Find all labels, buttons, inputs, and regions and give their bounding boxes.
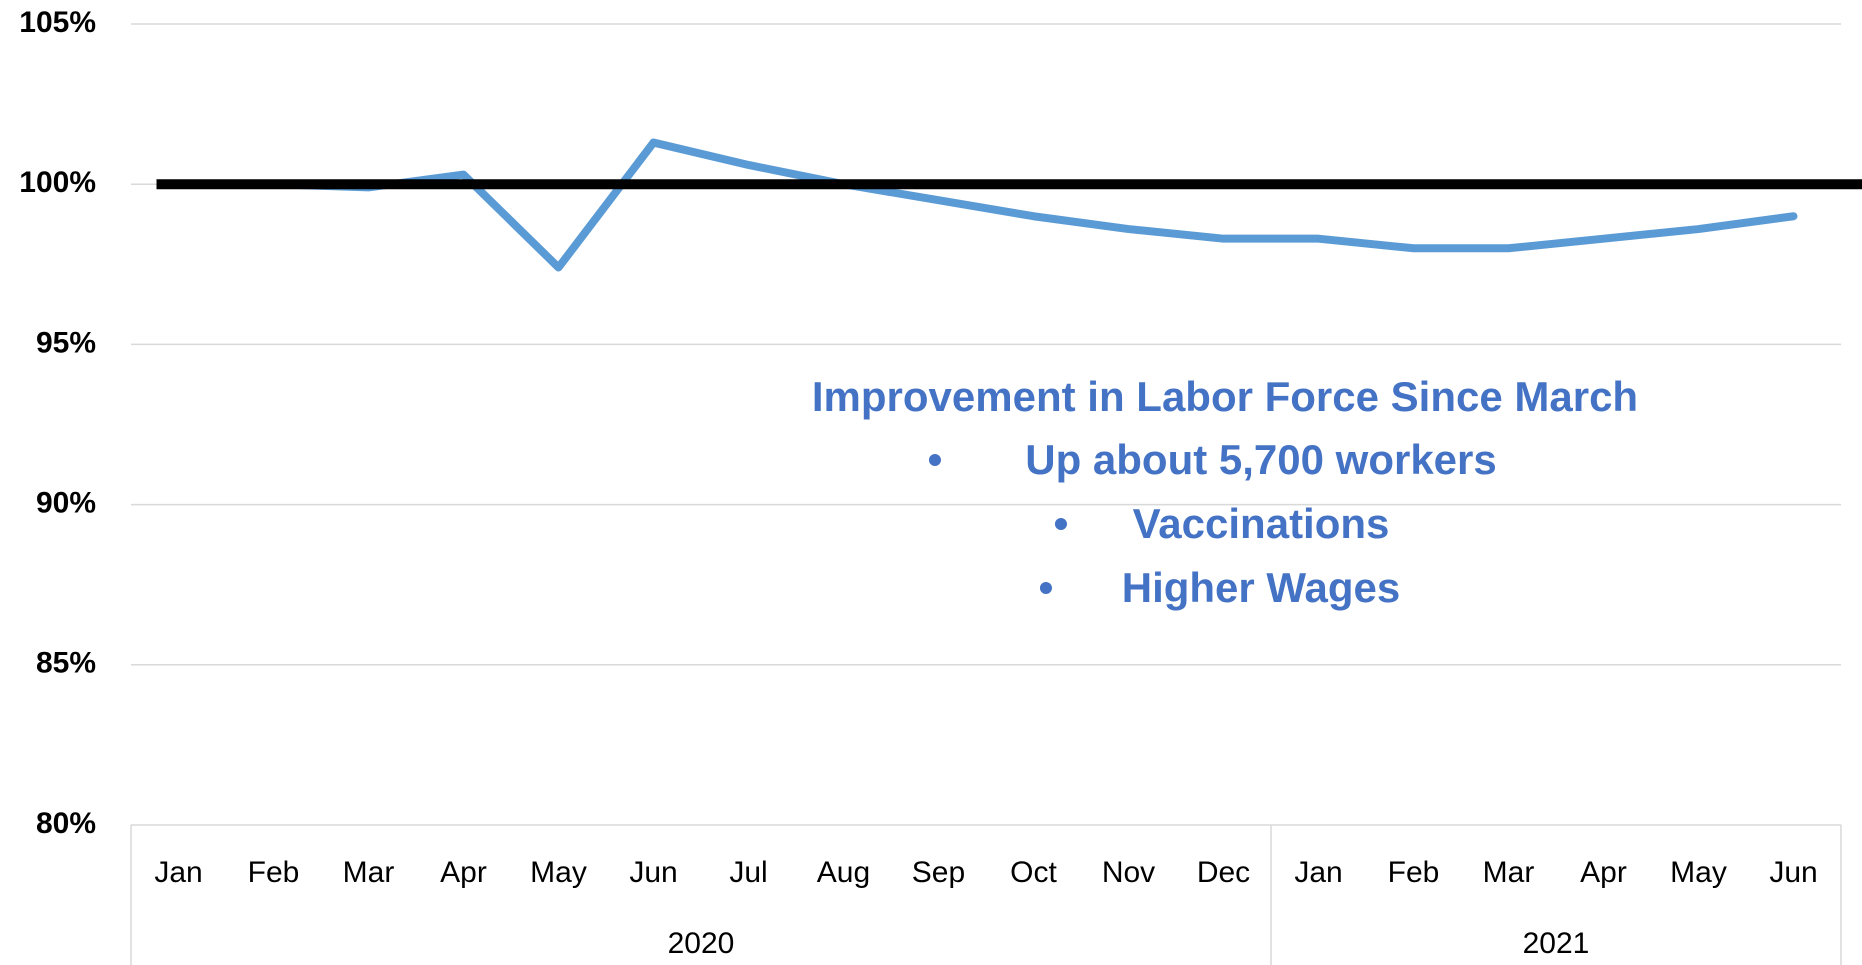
- x-tick-label: Feb: [248, 856, 300, 889]
- annotation-bullet: Up about 5,700 workers: [1025, 436, 1497, 483]
- x-tick-label: May: [530, 856, 587, 889]
- bullet-dot: •: [1039, 564, 1054, 611]
- bullet-dot: •: [928, 436, 943, 483]
- bullet-dot: •: [1054, 500, 1069, 547]
- annotation-bullet: Vaccinations: [1133, 500, 1390, 547]
- x-tick-label: Sep: [912, 856, 965, 889]
- x-tick-label: Jun: [629, 856, 677, 889]
- y-tick-label: 100%: [19, 166, 96, 199]
- x-tick-label: May: [1670, 856, 1727, 889]
- x-tick-label: Nov: [1102, 856, 1155, 889]
- x-tick-label: Jan: [1294, 856, 1342, 889]
- x-tick-label: Jul: [729, 856, 767, 889]
- y-tick-label: 105%: [19, 6, 96, 39]
- x-tick-label: Jan: [154, 856, 202, 889]
- data-line: [174, 138, 1798, 272]
- y-tick-label: 85%: [36, 647, 96, 680]
- x-tick-label: Aug: [817, 856, 870, 889]
- x-tick-label: Apr: [1580, 856, 1627, 889]
- x-tick-label: Mar: [343, 856, 395, 889]
- x-tick-label: Oct: [1010, 856, 1057, 889]
- x-tick-label: Jun: [1769, 856, 1817, 889]
- annotation-title: Improvement in Labor Force Since March: [812, 373, 1638, 420]
- y-tick-label: 80%: [36, 807, 96, 840]
- group-label: 2021: [1523, 927, 1590, 960]
- x-tick-label: Apr: [440, 856, 487, 889]
- annotation-bullet: Higher Wages: [1122, 564, 1401, 611]
- group-label: 2020: [668, 927, 735, 960]
- y-tick-label: 90%: [36, 487, 96, 520]
- x-tick-label: Dec: [1197, 856, 1250, 889]
- x-tick-label: Feb: [1388, 856, 1440, 889]
- y-tick-label: 95%: [36, 326, 96, 359]
- x-tick-label: Mar: [1483, 856, 1535, 889]
